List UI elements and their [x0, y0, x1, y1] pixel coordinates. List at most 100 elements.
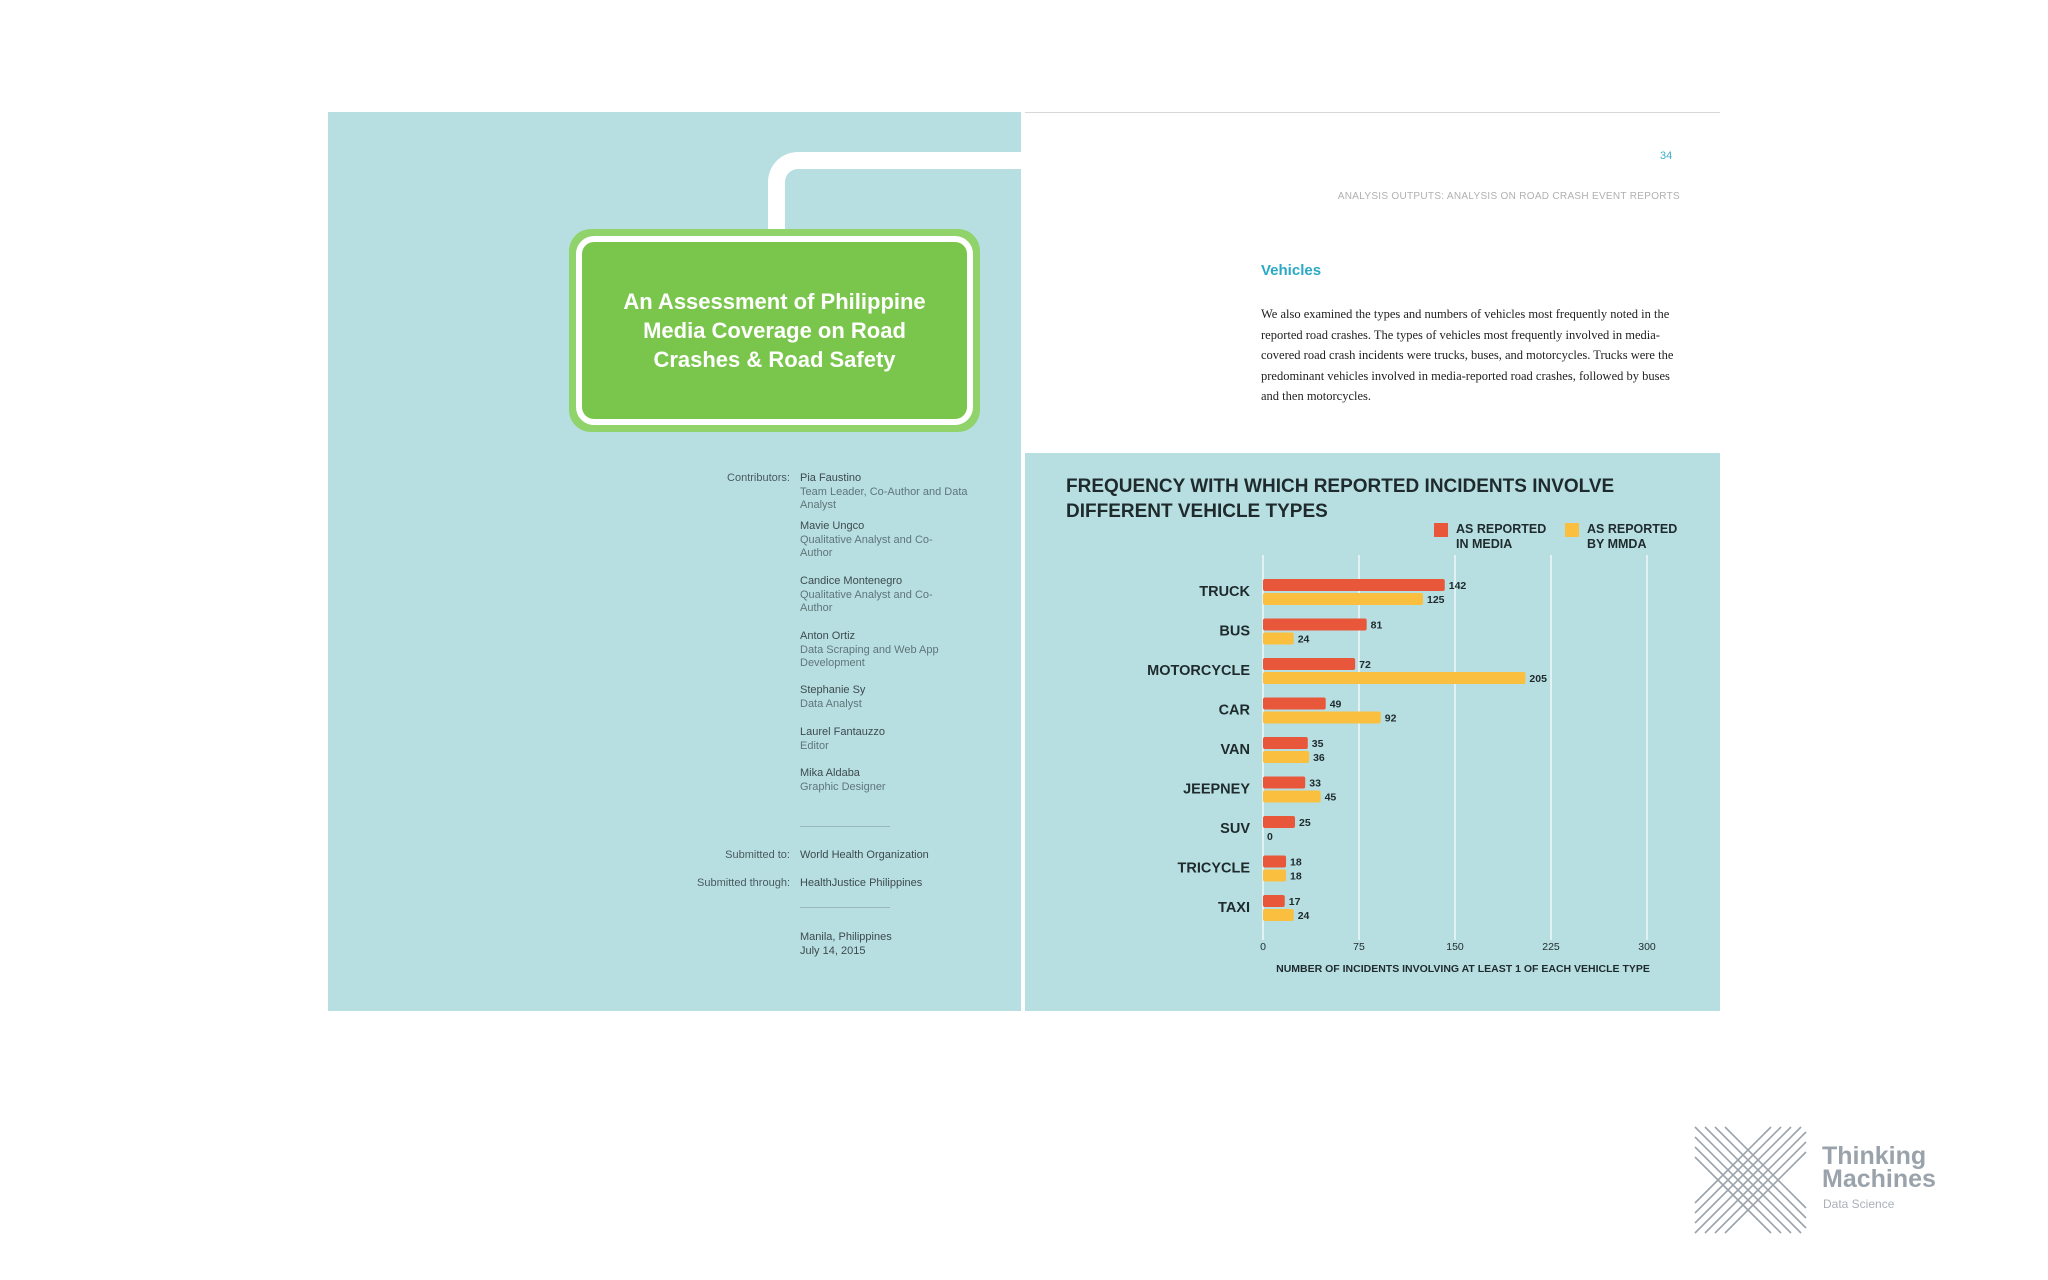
bar-van-media	[1263, 737, 1308, 749]
logo-line-2: Machines	[1822, 1165, 1936, 1193]
submitted-to-value: World Health Organization	[800, 849, 929, 861]
bar-taxi-media	[1263, 895, 1285, 907]
contributor-role: Qualitative Analyst and Co-Author	[800, 533, 933, 560]
bar-tricycle-mmda	[1263, 869, 1287, 882]
contributor-entry: Mavie Ungco Qualitative Analyst and Co-A…	[800, 520, 950, 561]
bars	[1263, 579, 1526, 921]
data-label-suv-mmda: 0	[1267, 831, 1273, 843]
data-label-van-media: 35	[1312, 738, 1324, 750]
thinking-machines-logo-icon	[1694, 1126, 1807, 1234]
contributor-name: Mika Aldaba	[800, 767, 860, 779]
data-label-tricycle-media: 18	[1290, 857, 1302, 869]
data-label-bus-mmda: 24	[1298, 634, 1310, 646]
data-label-motorcycle-mmda: 205	[1529, 673, 1547, 685]
contributor-entry: Stephanie Sy Data Analyst	[800, 684, 960, 711]
contributor-entry: Anton Ortiz Data Scraping and Web App De…	[800, 630, 960, 671]
contributor-role: Data Analyst	[800, 697, 862, 710]
category-label-car: CAR	[1219, 703, 1251, 719]
bar-bus-mmda	[1263, 632, 1294, 645]
data-label-taxi-media: 17	[1289, 896, 1301, 908]
place: Manila, Philippines	[800, 931, 892, 943]
category-label-jeepney: JEEPNEY	[1183, 782, 1250, 798]
legend-label-media: AS REPORTED IN MEDIA	[1456, 522, 1547, 551]
category-label-motorcycle: MOTORCYCLE	[1147, 663, 1250, 679]
bar-tricycle-media	[1263, 855, 1287, 868]
running-head: ANALYSIS OUTPUTS: ANALYSIS ON ROAD CRASH…	[1337, 191, 1680, 202]
logo-line-1: Thinking	[1822, 1142, 1927, 1170]
data-label-taxi-mmda: 24	[1298, 910, 1310, 922]
cover-title: An Assessment of Philippine Media Covera…	[576, 236, 973, 425]
logo-wordmark: Thinking Machines	[1822, 1142, 1936, 1193]
legend-item-media: AS REPORTED IN MEDIA	[1434, 522, 1556, 552]
category-label-bus: BUS	[1219, 624, 1250, 640]
bar-chart: 0 75 150 225 300 TRUCK 142 125 BUS 81 24 MOTORCYCLE…	[1147, 555, 1656, 975]
contributor-name: Stephanie Sy	[800, 684, 866, 696]
data-label-van-mmda: 36	[1313, 752, 1325, 764]
contributor-role: Graphic Designer	[800, 780, 886, 793]
page-number: 34	[1660, 150, 1673, 162]
grid-lines	[1262, 555, 1648, 940]
data-label-tricycle-mmda: 18	[1290, 871, 1302, 883]
logo-tagline: Data Science	[1823, 1197, 1895, 1211]
contributor-name: Anton Ortiz	[800, 630, 856, 642]
x-tick-label: 225	[1542, 941, 1560, 953]
data-label-truck-media: 142	[1449, 580, 1467, 592]
bar-motorcycle-media	[1263, 658, 1356, 670]
labels: 0 75 150 225 300 TRUCK 142 125 BUS 81 24 MOTORCYCLE…	[1147, 580, 1656, 953]
legend-label-mmda: AS REPORTED BY MMDA	[1587, 522, 1678, 551]
submitted-through-label: Submitted through:	[697, 877, 790, 889]
legend-swatch-mmda	[1565, 523, 1579, 537]
chart-panel	[1025, 453, 1720, 1011]
body-paragraph: We also examined the types and numbers o…	[1261, 307, 1674, 403]
contributor-entry: Mika Aldaba Graphic Designer	[800, 767, 960, 794]
publication-info: Manila, Philippines July 14, 2015	[800, 931, 892, 958]
bar-motorcycle-mmda	[1263, 672, 1526, 684]
category-label-suv: SUV	[1220, 821, 1250, 837]
cover-title-box: An Assessment of Philippine Media Covera…	[569, 229, 980, 432]
data-label-car-media: 49	[1330, 699, 1342, 711]
bar-car-mmda	[1263, 711, 1381, 724]
bar-truck-mmda	[1263, 593, 1423, 605]
contributor-name: Laurel Fantauzzo	[800, 726, 885, 738]
date: July 14, 2015	[800, 944, 866, 957]
bar-taxi-mmda	[1263, 909, 1294, 921]
divider	[800, 907, 890, 908]
divider	[800, 826, 890, 827]
category-label-taxi: TAXI	[1218, 900, 1250, 916]
data-label-jeepney-mmda: 45	[1325, 792, 1337, 804]
category-label-van: VAN	[1220, 742, 1250, 758]
x-tick-label: 300	[1638, 941, 1656, 953]
contributor-role: Qualitative Analyst and Co-Author	[800, 588, 933, 615]
contributor-entry: Candice Montenegro Qualitative Analyst a…	[800, 575, 950, 616]
contributor-name: Candice Montenegro	[800, 575, 903, 587]
contributor-role: Team Leader, Co-Author and Data Analyst	[800, 485, 968, 512]
submitted-to-label: Submitted to:	[725, 849, 790, 861]
contributor-entry: Pia Faustino Team Leader, Co-Author and …	[800, 472, 970, 513]
x-tick-label: 75	[1353, 941, 1365, 953]
legend-swatch-media	[1434, 523, 1448, 537]
x-axis-label: NUMBER OF INCIDENTS INVOLVING AT LEAST 1…	[1276, 963, 1650, 975]
data-label-jeepney-media: 33	[1309, 778, 1321, 790]
data-label-bus-media: 81	[1371, 620, 1383, 632]
legend-item-mmda: AS REPORTED BY MMDA	[1565, 522, 1687, 552]
bar-truck-media	[1263, 579, 1445, 591]
contributors-label: Contributors:	[727, 472, 790, 484]
bar-van-mmda	[1263, 751, 1310, 763]
bar-jeepney-media	[1263, 776, 1306, 789]
category-label-tricycle: TRICYCLE	[1178, 861, 1251, 877]
bar-bus-media	[1263, 618, 1367, 631]
contributor-name: Mavie Ungco	[800, 520, 865, 532]
chart-title: FREQUENCY WITH WHICH REPORTED INCIDENTS …	[1066, 476, 1615, 522]
x-tick-label: 150	[1446, 941, 1464, 953]
contributor-role: Data Scraping and Web App Development	[800, 643, 939, 670]
cover-decorative-pipe	[768, 152, 1021, 252]
contributor-entry: Laurel Fantauzzo Editor	[800, 726, 960, 753]
section-title: Vehicles	[1261, 262, 1322, 279]
bar-car-media	[1263, 697, 1326, 710]
x-tick-label: 0	[1260, 941, 1266, 953]
bar-suv-media	[1263, 816, 1295, 828]
submitted-through-value: HealthJustice Philippines	[800, 877, 923, 889]
data-label-car-mmda: 92	[1385, 713, 1397, 725]
bar-jeepney-mmda	[1263, 790, 1321, 803]
contributor-role: Editor	[800, 739, 829, 752]
